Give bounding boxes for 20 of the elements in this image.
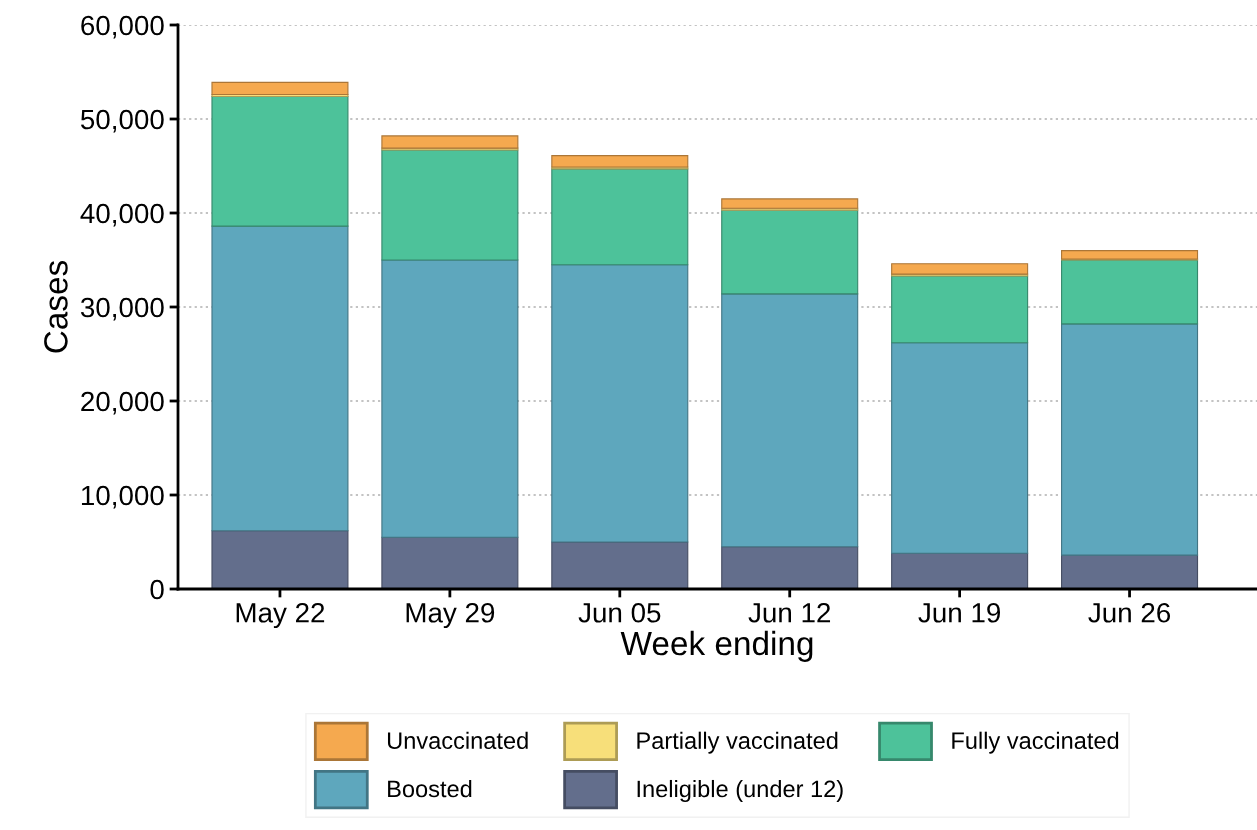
x-tick-label: May 22 [236,602,325,629]
y-tick-label: 40,000 [80,203,164,227]
y-tick-label: 10,000 [81,485,164,509]
x-tick-label: Jun 12 [748,602,831,623]
legend-label: Boosted [388,779,472,798]
x-tick-label: Jun 19 [918,602,1001,623]
y-tick-label: 50,000 [80,109,164,133]
legend-label: Ineligible (under 12) [637,779,843,802]
x-tick-label: May 29 [406,602,495,629]
y-tick-label: 60,000 [81,15,164,39]
y-tick-label: 30,000 [80,297,164,321]
x-axis-title: Week ending [620,630,813,662]
x-tick-label: Jun 26 [1088,602,1171,623]
legend-label: Unvaccinated [387,731,528,750]
y-tick-label: 20,000 [81,391,164,415]
legend-label: Partially vaccinated [637,731,838,754]
legend-label: Fully vaccinated [952,731,1119,754]
y-axis-title: Cases [44,260,68,353]
y-tick-label: 0 [150,579,164,600]
x-tick-label: Jun 05 [578,602,661,623]
